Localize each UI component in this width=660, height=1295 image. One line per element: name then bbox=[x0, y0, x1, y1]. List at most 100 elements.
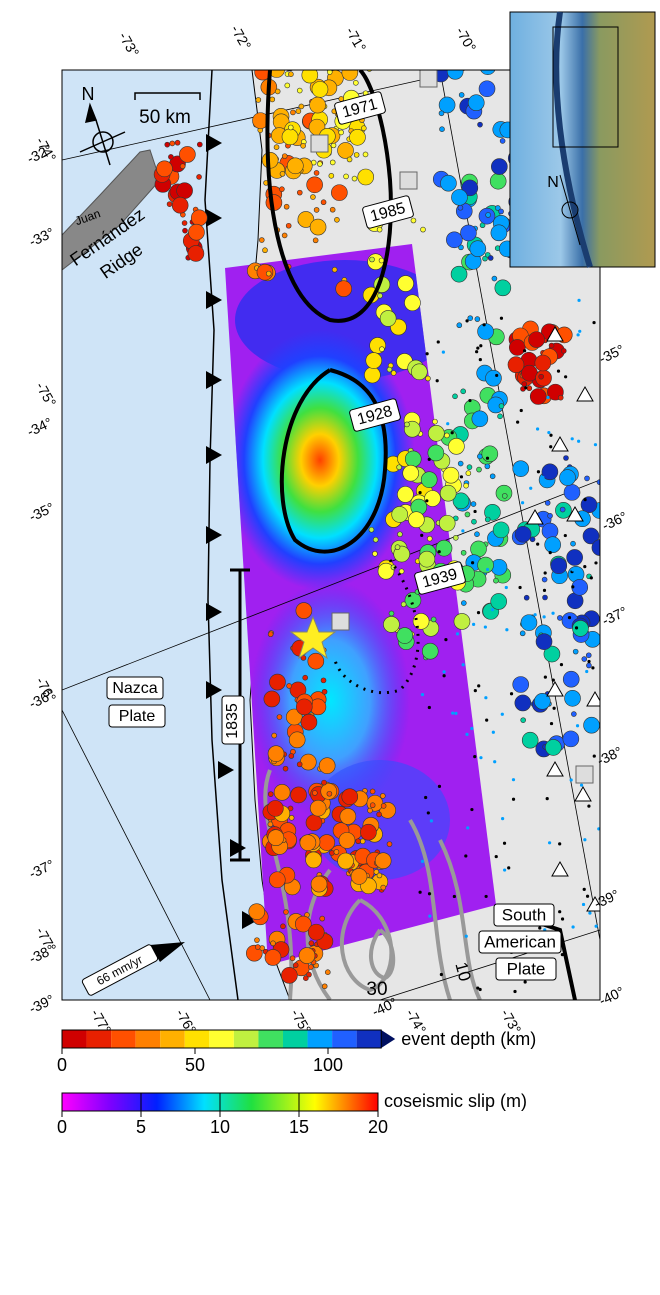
event bbox=[282, 233, 287, 238]
event bbox=[351, 868, 367, 884]
event bbox=[451, 189, 467, 205]
event bbox=[462, 61, 467, 66]
event bbox=[329, 850, 334, 855]
event bbox=[454, 712, 457, 715]
event bbox=[442, 670, 445, 673]
event bbox=[299, 104, 304, 109]
event bbox=[168, 154, 173, 159]
event bbox=[543, 595, 548, 600]
event bbox=[513, 461, 529, 477]
event bbox=[536, 634, 552, 650]
depth-swatch bbox=[62, 1030, 87, 1048]
event bbox=[283, 766, 288, 771]
event bbox=[310, 97, 326, 113]
event bbox=[397, 465, 402, 470]
event bbox=[451, 431, 454, 434]
event bbox=[336, 281, 352, 297]
event bbox=[523, 349, 526, 352]
event bbox=[477, 684, 480, 687]
event bbox=[411, 364, 427, 380]
event bbox=[289, 753, 294, 758]
event bbox=[156, 161, 172, 177]
event bbox=[490, 173, 506, 189]
event bbox=[560, 470, 576, 486]
depth-swatch bbox=[87, 1030, 112, 1048]
label-text: South bbox=[502, 905, 546, 924]
event bbox=[491, 159, 507, 175]
slip-tick-label: 15 bbox=[289, 1117, 309, 1137]
event bbox=[585, 670, 588, 673]
event bbox=[277, 715, 282, 720]
event bbox=[404, 295, 420, 311]
event bbox=[442, 351, 445, 354]
event bbox=[329, 173, 334, 178]
event bbox=[570, 778, 573, 781]
slip-tick-label: 5 bbox=[136, 1117, 146, 1137]
event bbox=[461, 601, 466, 606]
event bbox=[356, 839, 361, 844]
event bbox=[282, 154, 287, 159]
event bbox=[586, 895, 589, 898]
event bbox=[578, 330, 581, 333]
event bbox=[551, 612, 554, 615]
event bbox=[421, 227, 426, 232]
event bbox=[182, 228, 187, 233]
event bbox=[488, 255, 493, 260]
event bbox=[470, 241, 486, 257]
event bbox=[358, 169, 374, 185]
event bbox=[344, 174, 349, 179]
event bbox=[269, 872, 285, 888]
event bbox=[279, 187, 284, 192]
event bbox=[405, 592, 421, 608]
event bbox=[404, 422, 409, 427]
event bbox=[188, 224, 204, 240]
event bbox=[377, 873, 382, 878]
event bbox=[308, 965, 313, 970]
event bbox=[401, 602, 406, 607]
event bbox=[367, 67, 372, 72]
event bbox=[534, 613, 537, 616]
event bbox=[551, 558, 567, 574]
event bbox=[370, 803, 375, 808]
event bbox=[379, 347, 384, 352]
event bbox=[188, 245, 204, 261]
event bbox=[458, 205, 463, 210]
event bbox=[408, 512, 424, 528]
depth-tick-label: 50 bbox=[185, 1055, 205, 1075]
event bbox=[459, 92, 464, 97]
event bbox=[473, 510, 476, 513]
event bbox=[560, 507, 565, 512]
event bbox=[280, 171, 285, 176]
event bbox=[477, 611, 480, 614]
event bbox=[397, 486, 413, 502]
event bbox=[369, 527, 374, 532]
event bbox=[484, 625, 487, 628]
event bbox=[520, 409, 523, 412]
event bbox=[310, 219, 326, 235]
event bbox=[543, 589, 546, 592]
event bbox=[373, 537, 378, 542]
event bbox=[550, 722, 553, 725]
event bbox=[428, 458, 431, 461]
event bbox=[512, 798, 515, 801]
event bbox=[309, 941, 314, 946]
event bbox=[425, 499, 428, 502]
event bbox=[299, 948, 315, 964]
event bbox=[364, 367, 380, 383]
event bbox=[287, 683, 292, 688]
event bbox=[167, 202, 172, 207]
scale-label: 50 km bbox=[139, 107, 191, 128]
event bbox=[285, 83, 290, 88]
event bbox=[411, 218, 416, 223]
event bbox=[495, 855, 498, 858]
event bbox=[564, 484, 580, 500]
event bbox=[586, 653, 591, 658]
event bbox=[522, 732, 538, 748]
depth-arrow bbox=[381, 1030, 395, 1048]
event bbox=[191, 210, 207, 226]
lon-label: -75° bbox=[33, 379, 60, 409]
event bbox=[470, 727, 473, 730]
event bbox=[453, 59, 458, 64]
event bbox=[472, 411, 488, 427]
event bbox=[505, 586, 508, 589]
